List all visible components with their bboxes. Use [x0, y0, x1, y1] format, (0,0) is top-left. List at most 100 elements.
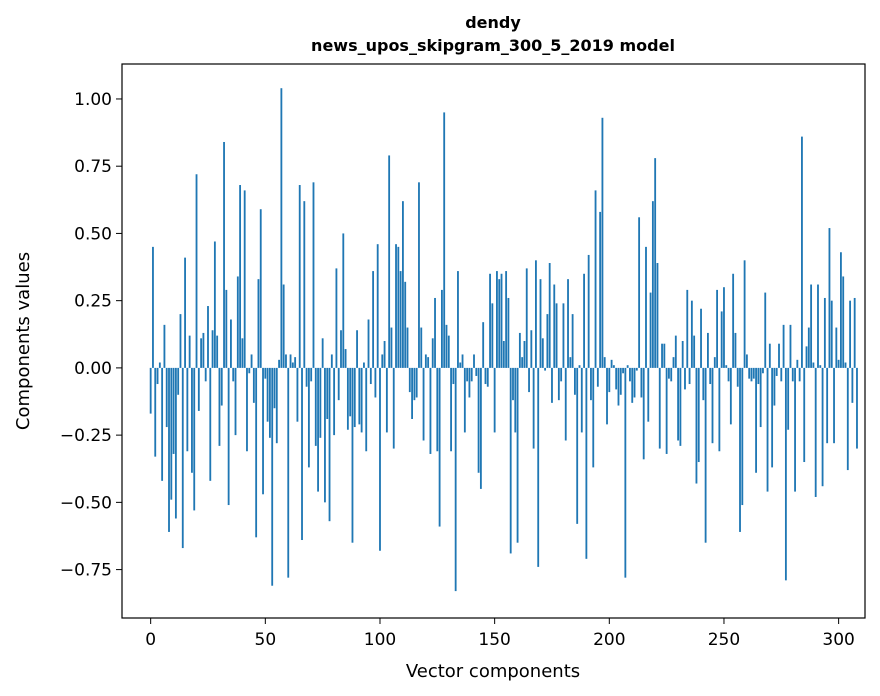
bar-143: [477, 367, 480, 473]
bar-176: [553, 284, 556, 368]
bar-300: [837, 359, 840, 368]
bar-46: [255, 367, 258, 538]
bar-3: [156, 367, 159, 385]
bar-147: [486, 367, 489, 387]
bar-47: [257, 279, 260, 368]
bar-103: [385, 367, 388, 433]
bar-181: [564, 367, 567, 441]
bar-11: [174, 367, 177, 519]
bar-127: [440, 289, 443, 368]
bar-168: [535, 260, 537, 368]
bar-270: [768, 343, 771, 368]
bar-132: [452, 367, 455, 385]
bar-159: [514, 367, 517, 433]
bar-229: [674, 335, 677, 368]
bar-94: [365, 367, 368, 452]
bar-110: [402, 201, 404, 368]
x-axis-label: Vector components: [406, 661, 580, 682]
bar-239: [697, 367, 700, 463]
bar-268: [764, 292, 767, 368]
bar-261: [748, 367, 751, 379]
bar-299: [835, 327, 838, 368]
bar-128: [443, 112, 446, 368]
bar-303: [844, 362, 847, 368]
bar-217: [647, 367, 650, 422]
bar-218: [649, 292, 652, 368]
bar-269: [766, 367, 769, 492]
bar-32: [223, 141, 225, 368]
bar-192: [590, 367, 592, 401]
bar-90: [356, 330, 358, 368]
bar-256: [736, 367, 739, 387]
bar-294: [823, 297, 826, 368]
bar-13: [179, 314, 182, 368]
bar-293: [821, 367, 824, 487]
bar-295: [826, 367, 829, 444]
bar-36: [232, 367, 235, 382]
bar-84: [342, 233, 345, 368]
bar-285: [803, 367, 806, 463]
bar-174: [548, 263, 551, 368]
bar-249: [720, 311, 723, 368]
bar-54: [273, 367, 276, 409]
bar-164: [525, 268, 528, 368]
bar-114: [411, 367, 413, 419]
bar-264: [755, 367, 757, 473]
bar-214: [640, 367, 643, 398]
bar-193: [592, 367, 595, 468]
x-tick-label: 200: [593, 630, 625, 650]
bar-307: [853, 297, 856, 368]
bar-88: [351, 367, 354, 543]
bar-171: [541, 338, 544, 368]
bar-45: [252, 367, 255, 403]
bar-154: [502, 341, 505, 368]
bar-129: [445, 324, 448, 368]
bar-220: [654, 158, 657, 368]
bar-69: [307, 367, 310, 468]
y-axis-label: Components values: [13, 252, 34, 430]
bar-66: [301, 367, 303, 541]
bar-78: [328, 367, 331, 522]
bar-124: [434, 297, 436, 368]
bar-207: [624, 367, 627, 578]
y-tick-label: −0.75: [60, 561, 112, 581]
bar-169: [537, 367, 540, 567]
bar-7: [165, 367, 168, 428]
bar-287: [807, 327, 810, 368]
bar-199: [606, 367, 608, 425]
bar-35: [230, 319, 232, 368]
x-tick-label: 150: [478, 630, 510, 650]
bar-104: [388, 155, 391, 368]
bar-211: [633, 367, 636, 398]
bar-65: [298, 185, 301, 368]
bar-163: [523, 341, 526, 368]
bar-119: [422, 367, 425, 441]
bar-100: [379, 367, 381, 551]
y-tick-label: 0.25: [74, 292, 112, 312]
y-tick-label: 0.75: [74, 157, 112, 177]
bar-50: [264, 367, 267, 379]
bar-296: [828, 228, 831, 368]
bar-92: [360, 367, 363, 433]
bar-187: [578, 365, 581, 368]
bar-274: [778, 343, 780, 368]
bar-38: [236, 276, 239, 368]
bar-173: [546, 314, 549, 368]
bar-125: [436, 367, 439, 452]
bar-167: [532, 367, 535, 449]
bar-198: [603, 357, 606, 368]
bar-41: [243, 190, 246, 368]
x-axis-ticks: 0 50 100 150 200 250 300: [145, 618, 855, 650]
bar-9: [170, 367, 173, 500]
bar-42: [246, 367, 248, 452]
bar-12: [177, 367, 180, 395]
bar-265: [757, 367, 760, 385]
bar-205: [619, 367, 622, 395]
bar-273: [775, 367, 778, 376]
bar-122: [429, 367, 432, 454]
bar-101: [381, 354, 384, 368]
bar-60: [287, 367, 290, 578]
bar-16: [186, 367, 189, 452]
bar-21: [197, 367, 200, 411]
bar-131: [450, 367, 452, 452]
